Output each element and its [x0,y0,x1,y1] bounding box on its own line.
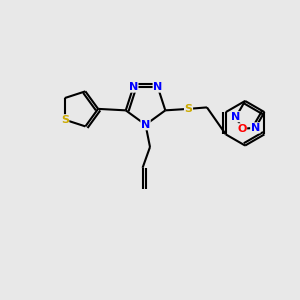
Text: N: N [231,112,241,122]
Text: O: O [237,124,247,134]
Text: N: N [129,82,138,92]
Text: N: N [153,82,162,92]
Text: S: S [184,104,193,114]
Text: N: N [141,120,150,130]
Text: N: N [251,123,260,133]
Text: S: S [61,115,69,125]
